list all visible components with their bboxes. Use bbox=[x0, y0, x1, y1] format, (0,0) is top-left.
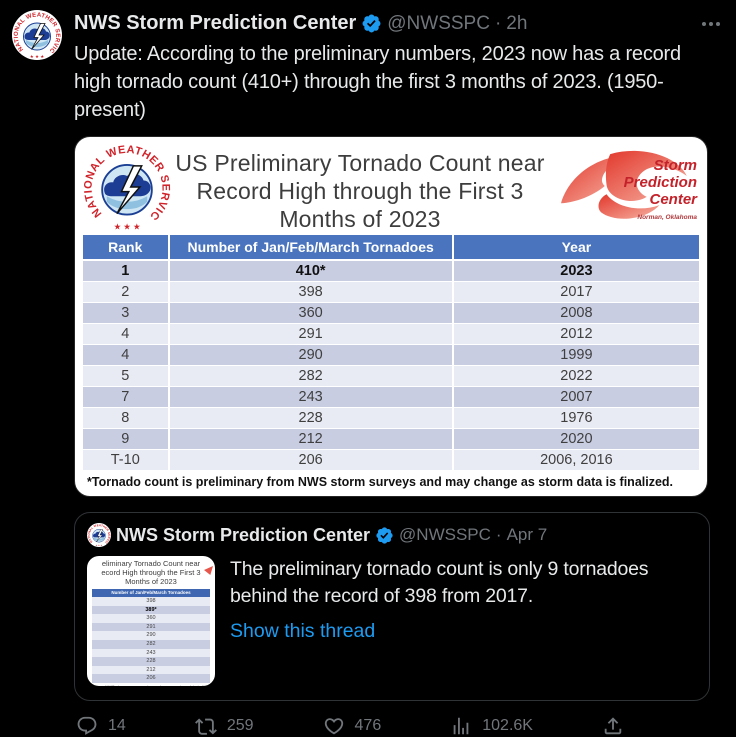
heart-icon bbox=[324, 718, 343, 735]
thumbnail-row: 360 bbox=[92, 614, 210, 623]
nws-logo-icon bbox=[87, 523, 111, 547]
retweet-icon bbox=[194, 718, 217, 735]
thumbnail-row: 206 bbox=[92, 674, 210, 683]
table-row: 9 212 2020 bbox=[81, 427, 702, 449]
tweet-text: Update: According to the preliminary num… bbox=[74, 43, 681, 121]
table-row: 5 282 2022 bbox=[81, 364, 702, 386]
nws-logo-icon bbox=[81, 141, 173, 233]
show-thread-link[interactable]: Show this thread bbox=[230, 620, 376, 642]
table-header-row: Rank Number of Jan/Feb/March Tornadoes Y… bbox=[81, 233, 702, 261]
table-row: 4 290 1999 bbox=[81, 343, 702, 365]
table-row: T-10 206 2006, 2016 bbox=[81, 448, 702, 470]
views-button[interactable]: 102.6K bbox=[450, 715, 533, 737]
thumbnail-row: 290 bbox=[92, 631, 210, 640]
table-row: 2 398 2017 bbox=[81, 280, 702, 302]
author-name[interactable]: NWS Storm Prediction Center bbox=[74, 12, 357, 34]
author-handle[interactable]: @NWSSPC bbox=[387, 12, 490, 34]
avatar[interactable] bbox=[12, 10, 62, 60]
view-count: 102.6K bbox=[482, 717, 533, 734]
thumbnail-table-header: Number of Jan/Feb/March Tornadoes bbox=[92, 589, 210, 597]
spc-logo-text: Storm Prediction Center Norman, Oklahoma bbox=[623, 157, 697, 221]
share-button[interactable] bbox=[602, 715, 624, 737]
quoted-tweet-thumbnail[interactable]: eliminary Tornado Count near ecord High … bbox=[87, 556, 215, 686]
tornado-table: Rank Number of Jan/Feb/March Tornadoes Y… bbox=[81, 233, 702, 470]
share-icon bbox=[604, 717, 622, 735]
action-bar: 14 259 476 102.6K bbox=[76, 715, 624, 737]
reply-button[interactable]: 14 bbox=[76, 715, 126, 737]
spc-logo: Storm Prediction Center Norman, Oklahoma bbox=[547, 141, 699, 231]
table-row: 7 243 2007 bbox=[81, 385, 702, 407]
table-row: 1 410* 2023 bbox=[81, 259, 702, 281]
nws-logo-icon bbox=[12, 10, 62, 60]
table-row: 8 228 1976 bbox=[81, 406, 702, 428]
thumbnail-title: eliminary Tornado Count near ecord High … bbox=[101, 559, 201, 586]
spc-logo-sliver bbox=[204, 566, 213, 575]
more-button[interactable] bbox=[700, 18, 722, 30]
timestamp: Apr 7 bbox=[506, 525, 548, 544]
like-count: 476 bbox=[354, 717, 382, 734]
tweet-header: NWS Storm Prediction Center @NWSSPC · 2h bbox=[74, 12, 722, 35]
verified-badge-icon bbox=[376, 526, 393, 544]
thumbnail-row: 389* bbox=[92, 605, 210, 615]
timestamp[interactable]: 2h bbox=[506, 12, 528, 34]
quoted-tweet-text: The preliminary tornado count is only 9 … bbox=[230, 558, 649, 607]
retweet-count: 259 bbox=[226, 717, 254, 734]
col-header-count: Number of Jan/Feb/March Tornadoes bbox=[167, 233, 454, 261]
col-header-rank: Rank bbox=[81, 233, 170, 261]
image-footnote: *Tornado count is preliminary from NWS s… bbox=[87, 475, 674, 489]
image-title: US Preliminary Tornado Count near Record… bbox=[175, 150, 545, 232]
thumbnail-row: 228 bbox=[92, 657, 210, 666]
thumbnail-footnote: from NWS storm surveys and may change as… bbox=[87, 684, 215, 686]
table-row: 3 360 2008 bbox=[81, 301, 702, 323]
image-header: US Preliminary Tornado Count near Record… bbox=[75, 137, 707, 233]
separator-dot: · bbox=[494, 12, 502, 34]
thumbnail-row: 212 bbox=[92, 665, 210, 675]
tweet-image[interactable]: US Preliminary Tornado Count near Record… bbox=[74, 136, 708, 497]
thumbnail-row: 291 bbox=[92, 622, 210, 632]
thumbnail-row: 398 bbox=[92, 597, 210, 606]
thumbnail-row: 243 bbox=[92, 648, 210, 658]
spc-swoosh-icon bbox=[561, 150, 687, 219]
quoted-tweet[interactable]: NWS Storm Prediction Center @NWSSPC · Ap… bbox=[74, 512, 710, 701]
col-header-year: Year bbox=[451, 233, 702, 261]
thumbnail-row: 282 bbox=[92, 639, 210, 649]
table-row: 4 291 2012 bbox=[81, 322, 702, 344]
like-button[interactable]: 476 bbox=[323, 715, 382, 737]
author-handle: @NWSSPC bbox=[399, 525, 491, 544]
reply-icon bbox=[77, 716, 97, 735]
avatar bbox=[87, 523, 111, 547]
reply-count: 14 bbox=[108, 717, 126, 734]
retweet-button[interactable]: 259 bbox=[194, 715, 254, 737]
separator-dot: · bbox=[495, 525, 502, 544]
quoted-tweet-header: NWS Storm Prediction Center @NWSSPC · Ap… bbox=[87, 523, 697, 547]
views-chart-icon bbox=[453, 717, 469, 735]
author-name: NWS Storm Prediction Center bbox=[116, 524, 371, 545]
verified-badge-icon bbox=[362, 14, 381, 33]
